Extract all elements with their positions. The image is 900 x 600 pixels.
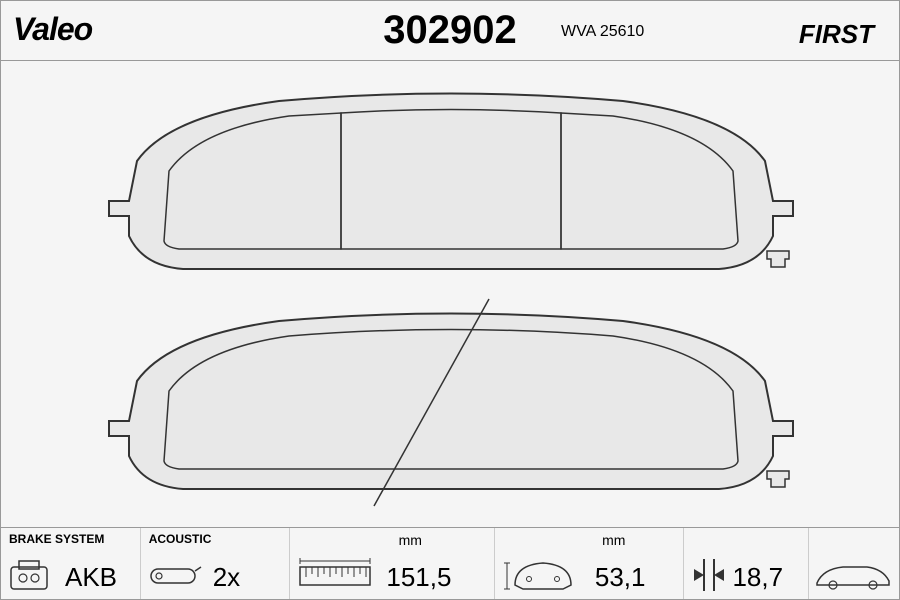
brake-system-value: AKB: [65, 562, 117, 593]
height-unit: mm: [602, 532, 625, 548]
spec-vehicle: [809, 528, 899, 599]
wva-code: WVA 25610: [561, 23, 644, 41]
acoustic-value: 2x: [213, 562, 240, 593]
car-icon: [813, 557, 893, 593]
wva-label: WVA: [561, 23, 595, 40]
acoustic-icon: [149, 563, 203, 589]
wva-value: 25610: [600, 23, 645, 40]
length-value: 151,5: [386, 562, 451, 593]
acoustic-label: ACOUSTIC: [149, 532, 282, 546]
thickness-value: 18,7: [732, 562, 783, 593]
spec-height: mm 53,1: [495, 528, 685, 599]
spec-thickness: 18,7: [684, 528, 809, 599]
brake-system-icon: [9, 559, 57, 593]
length-unit: mm: [399, 532, 422, 548]
spec-acoustic: ACOUSTIC 2x: [141, 528, 291, 599]
spec-brake-system: BRAKE SYSTEM AKB: [1, 528, 141, 599]
spec-footer: BRAKE SYSTEM AKB ACOUSTIC 2x mm: [1, 527, 899, 599]
length-icon: [298, 557, 376, 593]
part-number: 302902: [383, 8, 516, 53]
height-icon: [503, 555, 585, 595]
technical-drawing: [1, 61, 899, 529]
thickness-icon: [690, 555, 728, 595]
product-line-logo: FIRST: [799, 19, 874, 50]
header: Valeo 302902 WVA 25610 FIRST: [1, 1, 899, 61]
height-value: 53,1: [595, 562, 646, 593]
brand-logo: Valeo: [13, 11, 92, 48]
brake-pad-diagram: [1, 61, 900, 529]
spec-length: mm 151,5: [290, 528, 495, 599]
brake-system-label: BRAKE SYSTEM: [9, 532, 132, 546]
